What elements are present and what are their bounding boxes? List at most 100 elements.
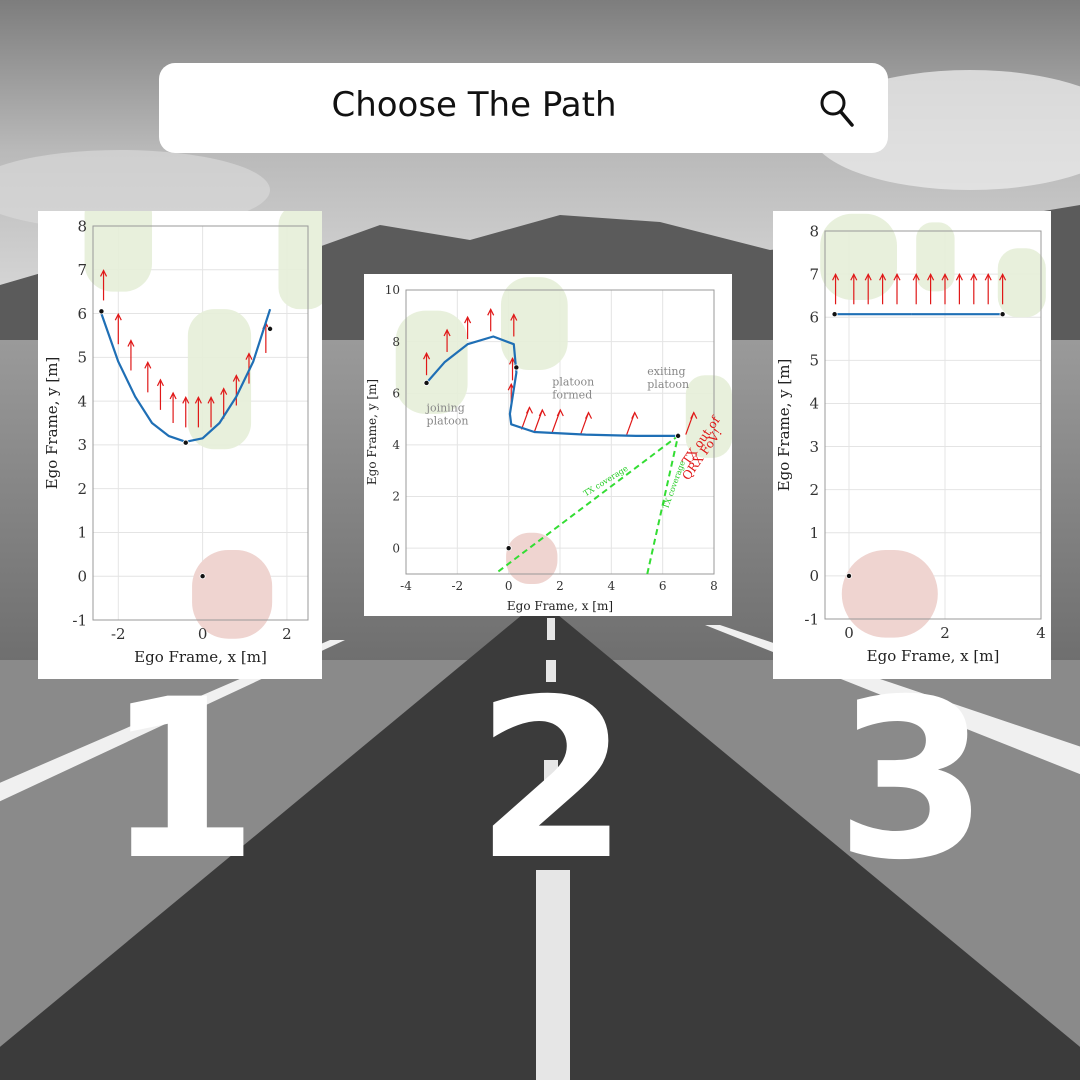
tx-coverage-line xyxy=(646,435,680,575)
chart-annotation: platoon xyxy=(552,376,594,389)
y-tick-label: 0 xyxy=(77,567,87,585)
y-tick-label: 2 xyxy=(809,481,819,499)
chart-annotation: exiting xyxy=(647,365,685,378)
vehicle-position-point xyxy=(675,432,682,439)
heading-arrowhead xyxy=(144,361,152,369)
heading-arrowhead xyxy=(984,272,992,281)
vehicle-position-point xyxy=(267,325,274,332)
tx-coverage-line xyxy=(497,435,679,573)
search-icon[interactable] xyxy=(818,88,856,128)
vehicle-position-point xyxy=(846,572,853,579)
cloud xyxy=(0,150,270,230)
heading-arrowhead xyxy=(927,272,935,281)
heading-arrowhead xyxy=(970,272,978,281)
x-tick-label: 2 xyxy=(282,625,292,643)
vehicle-silhouette xyxy=(997,248,1046,318)
vehicle-position-point xyxy=(199,573,206,580)
y-tick-label: 2 xyxy=(392,490,400,504)
ego-vehicle xyxy=(192,549,273,639)
y-tick-label: 3 xyxy=(809,438,819,456)
y-tick-label: 6 xyxy=(392,386,400,400)
x-tick-label: 2 xyxy=(940,624,950,642)
heading-arrowhead xyxy=(232,374,240,382)
x-tick-label: 2 xyxy=(556,579,564,593)
axes-frame xyxy=(405,289,715,575)
heading-arrowhead xyxy=(556,408,564,417)
heading-arrowhead xyxy=(832,272,840,281)
y-tick-label: 8 xyxy=(392,335,400,349)
y-tick-label: 4 xyxy=(77,392,87,410)
road xyxy=(0,600,1080,1080)
y-axis-label: Ego Frame, y [m] xyxy=(365,379,379,485)
x-tick-label: 6 xyxy=(659,579,667,593)
y-tick-label: -1 xyxy=(804,610,819,628)
y-tick-label: 0 xyxy=(809,567,819,585)
vehicle-position-point xyxy=(505,545,512,552)
vehicle-position-point xyxy=(831,311,838,318)
x-tick-label: -2 xyxy=(451,579,463,593)
y-tick-label: 4 xyxy=(392,438,400,452)
heading-arrowhead xyxy=(443,328,451,337)
x-tick-label: 0 xyxy=(505,579,513,593)
heading-arrowhead xyxy=(422,351,431,360)
heading-arrowhead xyxy=(464,315,472,324)
chart-2: -4 -2 0 2 4 6 8 0 2 4 6 8 10 Ego Frame, x [m] Ego Fram… xyxy=(365,277,732,613)
y-tick-label: 8 xyxy=(809,222,819,240)
y-tick-label: 5 xyxy=(809,352,819,370)
heading-arrowhead xyxy=(690,411,698,419)
chart-annotation: joining xyxy=(425,401,465,414)
option-number-2[interactable]: 2 xyxy=(475,652,629,908)
x-axis-label: Ego Frame, x [m] xyxy=(867,647,1000,665)
center-line xyxy=(547,618,555,640)
vehicle-silhouette xyxy=(685,375,732,458)
chart-annotation: TX coverage xyxy=(661,459,687,510)
search-bar[interactable]: Choose The Path xyxy=(159,63,888,153)
path-option-3-chart[interactable]: 0 2 4 -1 0 1 2 3 4 5 6 7 8 Ego Frame, x [m] Ego Frame,… xyxy=(773,211,1051,679)
heading-arrowhead xyxy=(955,272,963,281)
vehicle-position-point xyxy=(182,439,189,446)
vehicle-silhouette xyxy=(820,213,897,300)
y-axis-label: Ego Frame, y [m] xyxy=(775,359,793,492)
path-option-1-chart[interactable]: -2 0 2 -1 0 1 2 3 4 5 6 7 8 Ego Frame, x [m] Ego Frame… xyxy=(38,211,322,679)
axes-frame xyxy=(824,230,1042,620)
trajectory-line xyxy=(425,335,679,437)
heading-arrowhead xyxy=(912,272,920,281)
heading-arrowhead xyxy=(941,272,949,281)
x-axis-label: Ego Frame, x [m] xyxy=(507,599,613,613)
x-tick-label: 8 xyxy=(710,579,718,593)
y-axis-label: Ego Frame, y [m] xyxy=(43,357,61,490)
vehicle-silhouette xyxy=(916,222,955,292)
center-line xyxy=(536,870,570,1080)
y-tick-label: -1 xyxy=(72,611,87,629)
option-number-1[interactable]: 1 xyxy=(105,652,259,908)
vehicle-silhouette xyxy=(278,211,322,310)
x-tick-label: 4 xyxy=(608,579,616,593)
option-number-3[interactable]: 3 xyxy=(835,652,989,908)
heading-arrowhead xyxy=(100,269,108,277)
chart-annotation: platoon xyxy=(647,378,689,391)
y-tick-label: 7 xyxy=(77,261,87,279)
x-tick-label: 4 xyxy=(1036,624,1046,642)
axes-frame xyxy=(92,225,309,621)
path-option-2-chart[interactable]: -4 -2 0 2 4 6 8 0 2 4 6 8 10 Ego Frame, x [m] Ego Fram… xyxy=(364,274,732,616)
heading-arrowhead xyxy=(220,387,228,395)
y-tick-label: 6 xyxy=(809,308,819,326)
heading-arrowhead xyxy=(864,272,872,281)
heading-arrowhead xyxy=(487,307,495,316)
vehicle-position-point xyxy=(513,364,520,371)
road-edge-line-left xyxy=(0,640,345,802)
chart-3: 0 2 4 -1 0 1 2 3 4 5 6 7 8 Ego Frame, x [m] Ego Frame,… xyxy=(775,213,1046,665)
heading-arrowhead xyxy=(850,272,858,281)
heading-arrowhead xyxy=(194,396,202,404)
ego-vehicle xyxy=(841,550,938,638)
chart-annotation: TX coverage xyxy=(582,464,630,499)
y-tick-label: 6 xyxy=(77,305,87,323)
x-tick-label: 0 xyxy=(844,624,854,642)
x-axis-label: Ego Frame, x [m] xyxy=(134,648,267,666)
heading-arrowhead xyxy=(525,406,534,414)
vehicle-silhouette xyxy=(84,211,153,292)
vehicle-position-point xyxy=(999,311,1006,318)
heading-arrowhead xyxy=(631,411,639,419)
heading-arrowhead xyxy=(127,339,135,347)
center-line xyxy=(546,660,556,682)
